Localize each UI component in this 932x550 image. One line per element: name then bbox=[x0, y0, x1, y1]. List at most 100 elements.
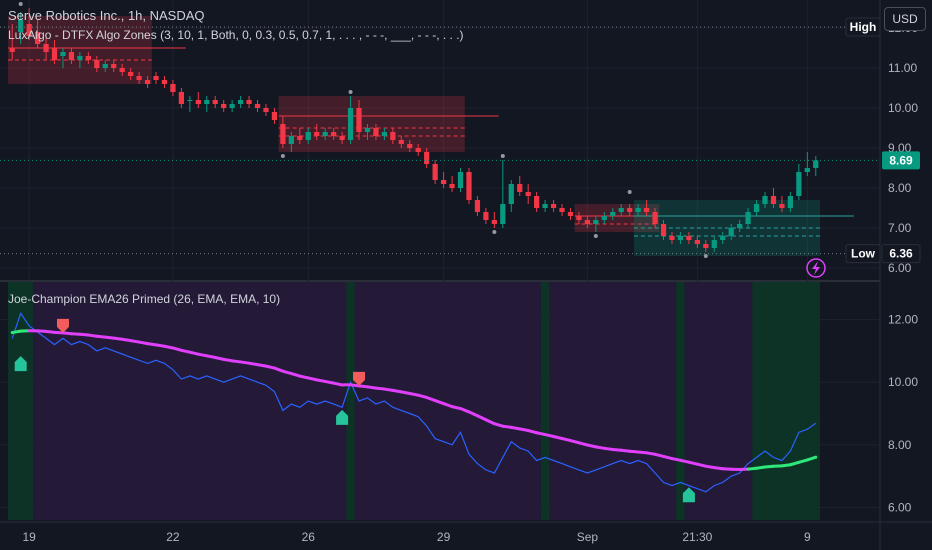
candle-down bbox=[517, 184, 523, 192]
indicator-title: LuxAlgo - DTFX Algo Zones (3, 10, 1, Bot… bbox=[8, 28, 464, 42]
candle-down bbox=[576, 216, 582, 220]
y-tick-label-lower: 12.00 bbox=[888, 313, 918, 327]
candle-down bbox=[280, 124, 286, 144]
candle-down bbox=[474, 200, 481, 212]
candle-down bbox=[686, 236, 692, 240]
y-tick-label-upper: 6.00 bbox=[888, 261, 912, 275]
pivot-markers bbox=[18, 2, 708, 258]
bull-background-band bbox=[346, 282, 355, 520]
bear-background-band bbox=[549, 282, 677, 520]
y-tick-label-upper: 11.00 bbox=[888, 61, 917, 75]
candle-down bbox=[779, 204, 785, 208]
ema-segment bbox=[805, 455, 818, 462]
candle-down bbox=[652, 212, 658, 224]
candle-up bbox=[364, 128, 371, 132]
candle-up bbox=[618, 208, 624, 212]
buy-signal-marker bbox=[14, 356, 27, 372]
candle-down bbox=[356, 108, 362, 132]
candle-up bbox=[737, 224, 743, 228]
candle-down bbox=[271, 112, 278, 120]
signal-markers bbox=[14, 318, 695, 503]
candle-up bbox=[720, 236, 726, 240]
lower-pane-title: Joe-Champion EMA26 Primed (26, EMA, EMA,… bbox=[8, 292, 280, 306]
pivot-dot bbox=[348, 90, 353, 94]
candle-down bbox=[339, 136, 345, 140]
ema-segment bbox=[475, 414, 488, 422]
candle-down bbox=[170, 84, 176, 92]
bear-zone bbox=[8, 16, 152, 84]
candle-up bbox=[77, 56, 83, 60]
candle-down bbox=[254, 104, 261, 108]
candle-up bbox=[787, 196, 794, 208]
high-label: High bbox=[850, 20, 877, 34]
y-tick-label-upper: 10.00 bbox=[888, 101, 918, 115]
candle-up bbox=[542, 204, 548, 208]
candle-down bbox=[136, 76, 142, 80]
candle-down bbox=[770, 196, 777, 204]
price-badges: High 8.69 Low 6.36 bbox=[0, 17, 921, 278]
candle-down bbox=[314, 132, 320, 136]
candle-down bbox=[263, 108, 269, 112]
candle-down bbox=[449, 184, 455, 188]
x-tick-label: Sep bbox=[577, 530, 599, 544]
candle-up bbox=[677, 236, 684, 240]
candle-up bbox=[18, 20, 24, 32]
low-price-value: 6.36 bbox=[889, 247, 913, 261]
lightning-icon[interactable] bbox=[806, 258, 826, 278]
candle-down bbox=[559, 208, 565, 212]
candle-up bbox=[102, 64, 108, 68]
ema-segment bbox=[272, 366, 285, 373]
candle-down bbox=[51, 48, 58, 60]
x-tick-label: 19 bbox=[22, 530, 36, 544]
candle-down bbox=[550, 204, 557, 208]
candle-down bbox=[85, 56, 91, 60]
lightning-icon-ring bbox=[806, 258, 826, 278]
pivot-dot bbox=[492, 230, 497, 234]
candle-down bbox=[407, 144, 413, 148]
candle-down bbox=[584, 220, 591, 224]
x-tick-label: 22 bbox=[166, 530, 180, 544]
sell-signal-marker bbox=[56, 318, 69, 333]
dtfx-zones bbox=[8, 16, 854, 256]
candle-down bbox=[398, 140, 404, 144]
candle-down bbox=[221, 104, 227, 108]
candle-down bbox=[466, 172, 472, 200]
candle-down bbox=[525, 192, 531, 196]
x-tick-label: 29 bbox=[437, 530, 451, 544]
candle-up bbox=[204, 100, 210, 104]
candle-down bbox=[128, 72, 134, 76]
candle-down bbox=[331, 132, 337, 136]
bear-background-band bbox=[684, 282, 753, 520]
sell-signal-marker bbox=[353, 371, 366, 386]
pivot-dot bbox=[500, 154, 505, 158]
candle-down bbox=[491, 220, 497, 224]
last-price-badge bbox=[882, 151, 920, 170]
candle-down bbox=[643, 208, 650, 212]
candle-up bbox=[508, 184, 514, 204]
ema-segment bbox=[467, 410, 479, 418]
price-line bbox=[11, 311, 817, 493]
low-price-badge bbox=[881, 244, 921, 264]
candle-down bbox=[297, 136, 303, 140]
candle-down bbox=[415, 148, 421, 152]
candle-down bbox=[68, 52, 75, 60]
y-tick-label-lower: 10.00 bbox=[888, 375, 918, 389]
candle-up bbox=[635, 208, 641, 212]
candle-up bbox=[601, 216, 607, 220]
bull-background-band bbox=[752, 282, 820, 520]
y-tick-label-upper: 8.00 bbox=[888, 181, 912, 195]
x-tick-label: 9 bbox=[804, 530, 811, 544]
candlestick-series bbox=[9, 8, 819, 252]
candle-up bbox=[237, 100, 244, 104]
bear-background-band bbox=[33, 282, 347, 520]
candle-up bbox=[457, 172, 464, 188]
candle-down bbox=[178, 92, 185, 104]
pivot-dot bbox=[627, 190, 632, 194]
candle-up bbox=[593, 220, 599, 224]
candle-up bbox=[804, 168, 810, 172]
candle-down bbox=[534, 196, 540, 208]
x-tick-label: 21:30 bbox=[682, 530, 712, 544]
candle-up bbox=[288, 136, 294, 144]
candle-down bbox=[161, 80, 168, 84]
currency-button[interactable]: USD bbox=[884, 7, 926, 31]
